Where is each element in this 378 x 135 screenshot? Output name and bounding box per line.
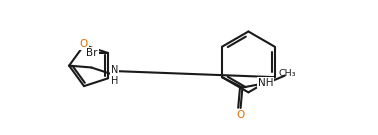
Text: O: O: [80, 39, 88, 49]
Text: NH: NH: [258, 78, 273, 88]
Text: Br: Br: [86, 48, 98, 58]
Text: CH₃: CH₃: [279, 69, 296, 78]
Text: O: O: [237, 110, 245, 120]
Text: N
H: N H: [111, 65, 118, 86]
